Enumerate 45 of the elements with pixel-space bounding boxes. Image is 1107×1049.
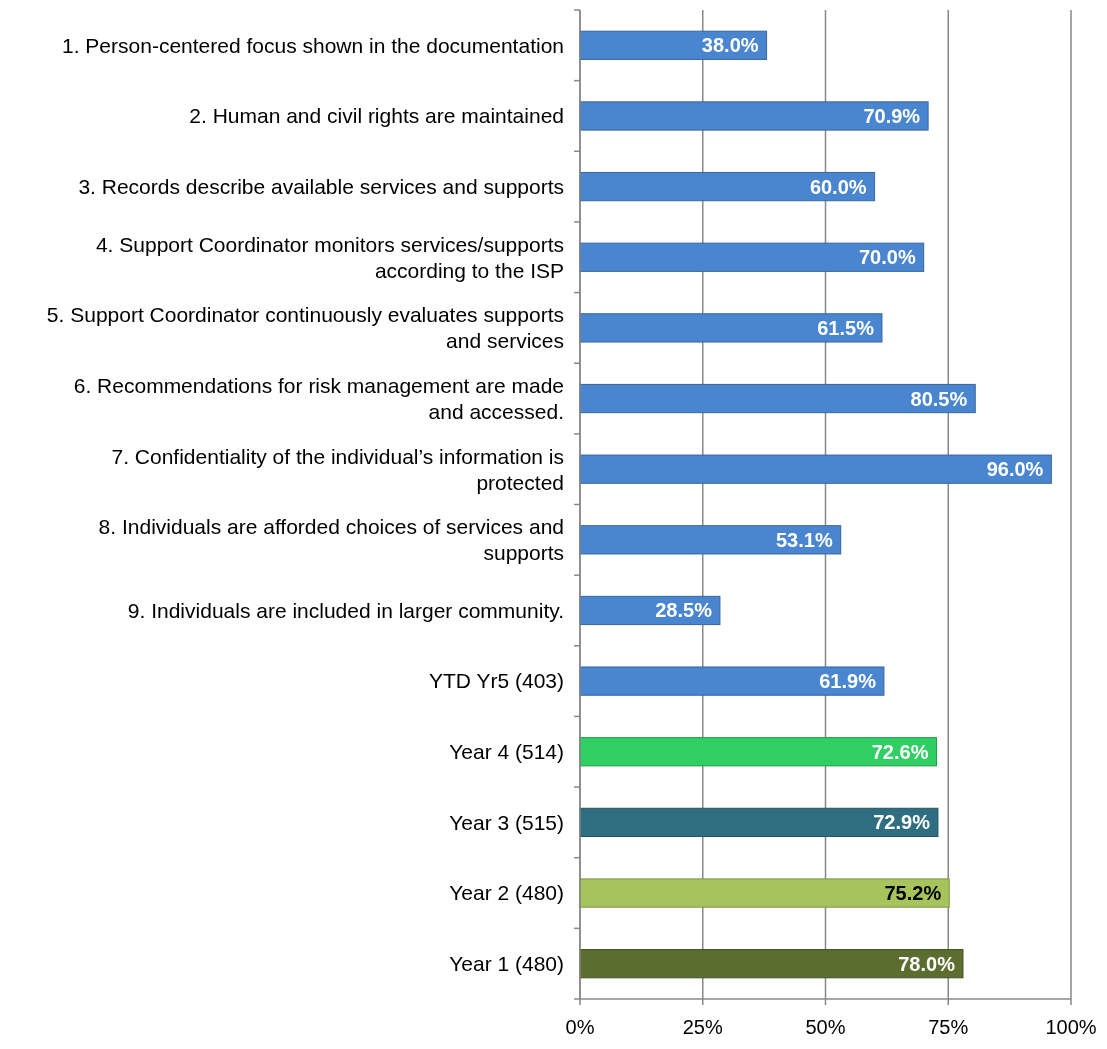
y-tick-label: Year 3 (515)	[449, 810, 564, 834]
data-label: 80.5%	[910, 387, 968, 410]
data-label: 53.1%	[776, 528, 833, 551]
data-label: 38.0%	[701, 34, 759, 57]
x-tick-label: 50%	[805, 1016, 846, 1038]
bar	[579, 525, 842, 555]
data-label: 75.2%	[884, 882, 942, 905]
y-tick-label: 4. Support Coordinator monitors services/supports according to the ISP	[95, 232, 564, 282]
y-tick-label: 1. Person-centered focus shown in the documentation	[62, 33, 564, 57]
data-label: 61.5%	[817, 316, 875, 339]
data-label: 72.6%	[871, 740, 929, 763]
data-label: 72.9%	[873, 811, 931, 834]
y-tick-label: 2. Human and civil rights are maintained	[189, 104, 564, 128]
bar	[579, 878, 950, 908]
bar	[579, 101, 929, 131]
data-label: 78.0%	[898, 952, 956, 975]
y-tick-label: 3. Records describe available services and supports	[78, 174, 564, 198]
x-tick-label: 75%	[928, 1016, 969, 1038]
x-tick-label: 100%	[1045, 1016, 1097, 1038]
y-tick-label: YTD Yr5 (403)	[429, 669, 564, 693]
bar	[579, 454, 1052, 484]
y-tick-label: 5. Support Coordinator continuously evaluates supports and services	[46, 303, 564, 353]
y-tick-label: Year 4 (514)	[449, 740, 564, 764]
data-label: 61.9%	[819, 670, 877, 693]
bar	[579, 949, 964, 979]
y-tick-label: Year 1 (480)	[449, 952, 564, 976]
data-label: 60.0%	[809, 175, 867, 198]
data-label: 70.9%	[863, 104, 921, 127]
y-tick-label: 9. Individuals are included in larger community.	[127, 598, 564, 622]
data-label: 96.0%	[986, 458, 1044, 481]
y-tick-label: 7. Confidentiality of the individual’s information is protected	[111, 444, 564, 494]
bar	[579, 171, 876, 202]
bar	[579, 383, 976, 414]
x-tick-label: 25%	[682, 1016, 723, 1038]
data-label: 70.0%	[858, 246, 916, 269]
bar	[579, 242, 925, 272]
y-tick-label: Year 2 (480)	[449, 881, 564, 905]
y-tick-label: 6. Recommendations for risk management are made and accessed.	[73, 373, 564, 423]
bar	[579, 737, 937, 767]
bar	[579, 666, 885, 696]
bar	[579, 313, 883, 343]
x-tick-label: 0%	[565, 1016, 595, 1038]
data-label: 28.5%	[655, 599, 713, 622]
bar	[579, 807, 939, 838]
y-tick-label: 8. Individuals are afforded choices of services and supports	[98, 515, 564, 565]
